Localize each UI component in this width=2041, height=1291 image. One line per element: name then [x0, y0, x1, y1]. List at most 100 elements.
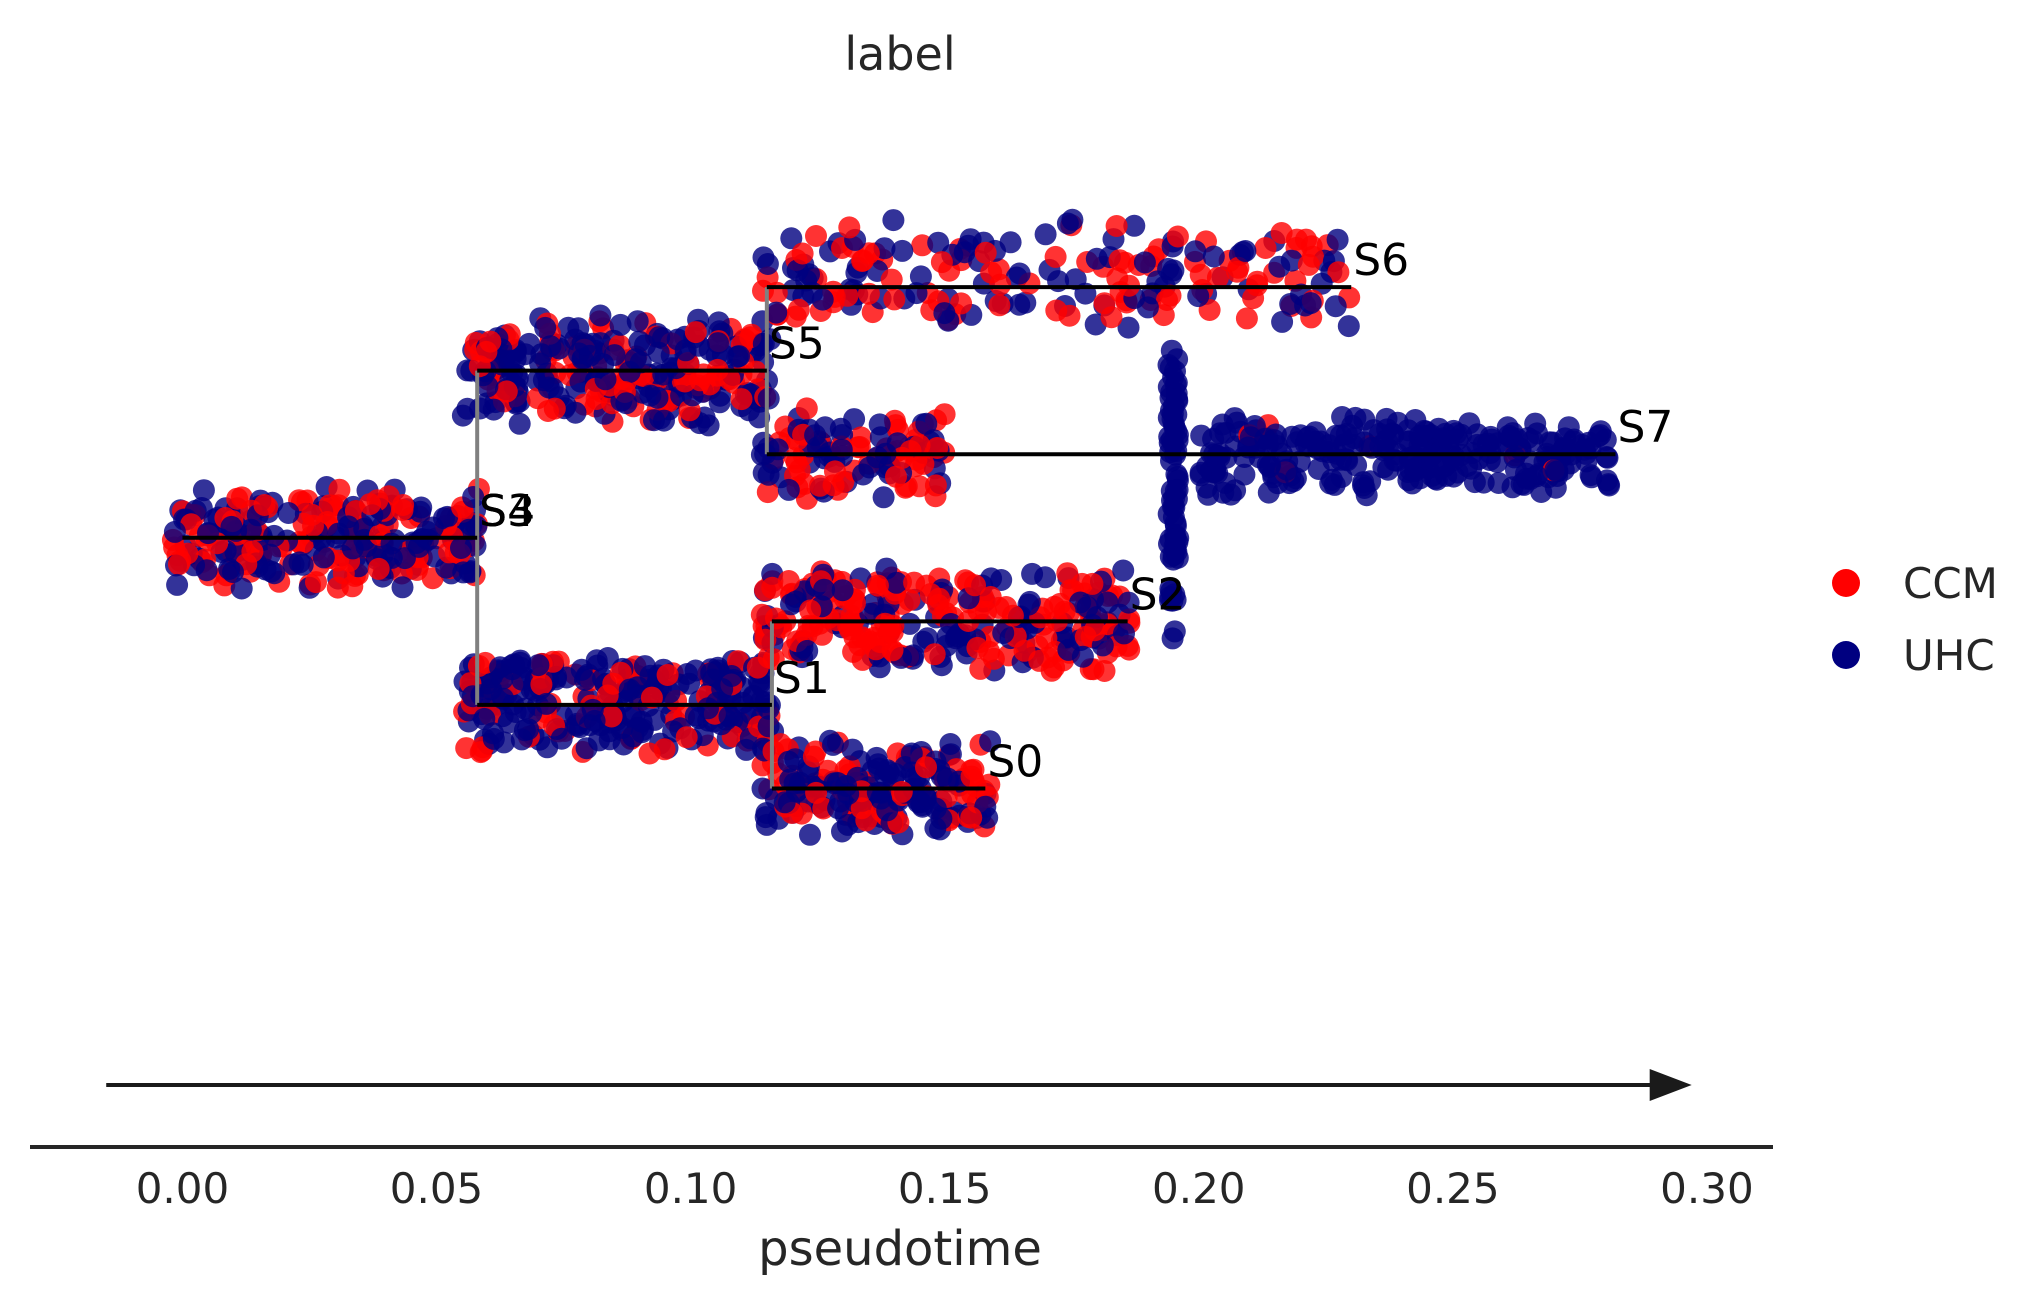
scatter-point — [1525, 465, 1548, 488]
scatter-point — [1285, 228, 1308, 251]
scatter-point — [1162, 506, 1185, 529]
scatter-point — [1254, 237, 1277, 259]
scatter-point — [799, 599, 822, 622]
scatter-point — [1166, 225, 1189, 248]
x-tick-label: 0.25 — [1406, 1164, 1500, 1213]
scatter-point — [1083, 619, 1106, 642]
scatter-point — [912, 452, 935, 475]
scatter-point — [1458, 412, 1481, 435]
scatter-point — [964, 574, 986, 597]
scatter-point — [574, 333, 597, 356]
scatter-point — [924, 474, 947, 497]
x-tick-label: 0.20 — [1152, 1164, 1246, 1213]
scatter-point — [707, 332, 729, 355]
scatter-point — [915, 412, 938, 435]
scatter-point — [992, 622, 1015, 644]
scatter-point — [933, 302, 956, 325]
scatter-point — [367, 557, 390, 580]
scatter-point — [890, 780, 913, 803]
scatter-point — [756, 481, 779, 504]
scatter-point — [813, 578, 836, 601]
scatter-point — [1045, 299, 1068, 322]
scatter-point — [620, 705, 643, 728]
scatter-point — [469, 397, 492, 420]
scatter-point — [857, 242, 880, 265]
scatter-point — [495, 380, 518, 403]
scatter-point — [497, 711, 520, 734]
scatter-point — [795, 397, 818, 420]
scatter-point — [1159, 284, 1182, 307]
scatter-point — [1234, 240, 1257, 262]
scatter-point — [953, 241, 976, 264]
scatter-point — [830, 438, 853, 461]
scatter-point — [777, 478, 800, 501]
scatter-point — [648, 326, 671, 349]
scatter-point — [1043, 595, 1066, 618]
scatter-point — [982, 647, 1005, 670]
scatter-point — [697, 414, 720, 437]
scatter-point — [822, 474, 845, 497]
scatter-point — [1206, 266, 1229, 289]
scatter-point — [866, 574, 889, 597]
scatter-point — [988, 294, 1011, 317]
scatter-point — [908, 434, 931, 457]
scatter-point — [1271, 310, 1294, 333]
scatter-point — [883, 288, 906, 311]
scatter-point — [1596, 446, 1619, 469]
scatter-point — [697, 697, 719, 720]
scatter-point — [1117, 591, 1140, 614]
scatter-point — [451, 404, 474, 427]
scatter-point — [508, 412, 531, 435]
scatter-point — [684, 659, 707, 682]
scatter-point — [192, 479, 215, 502]
scatter-point — [1546, 460, 1568, 483]
scatter-point — [855, 628, 878, 651]
scatter-point — [666, 328, 689, 351]
scatter-point — [726, 345, 749, 368]
scatter-point — [850, 797, 873, 820]
scatter-point — [518, 332, 541, 355]
scatter-point — [643, 409, 665, 432]
scatter-point — [1035, 627, 1058, 650]
scatter-point — [1163, 620, 1186, 643]
scatter-point — [777, 750, 800, 773]
segment-label-s6: S6 — [1353, 235, 1409, 286]
scatter-point — [960, 806, 983, 829]
scatter-point — [838, 216, 861, 239]
legend-marker-uhc — [1832, 641, 1860, 669]
scatter-point — [589, 304, 612, 327]
scatter-point — [473, 707, 496, 730]
scatter-point — [1189, 263, 1212, 286]
scatter-point — [638, 742, 661, 765]
scatter-point — [253, 494, 276, 516]
scatter-point — [675, 726, 698, 749]
scatter-point — [603, 344, 626, 367]
scatter-point — [1071, 645, 1094, 668]
pseudotime-arrow — [106, 1069, 1692, 1101]
scatter-point — [1242, 287, 1265, 310]
scatter-point — [1506, 428, 1529, 450]
scatter-point — [1113, 622, 1135, 645]
scatter-point — [831, 820, 853, 843]
scatter-point — [658, 681, 681, 704]
scatter-point — [226, 487, 249, 510]
trajectory-segments — [182, 285, 1616, 791]
scatter-point — [626, 310, 649, 333]
scatter-point — [1223, 407, 1246, 430]
x-axis: 0.00 0.05 0.10 0.15 0.20 0.25 0.30 — [30, 1145, 1773, 1213]
scatter-point — [692, 363, 715, 386]
scatter-point — [829, 417, 852, 440]
segment-label-s7: S7 — [1617, 402, 1673, 453]
scatter-point — [167, 553, 190, 576]
segment-label-s3: S3 — [479, 486, 535, 537]
legend-label-uhc: UHC — [1903, 631, 1995, 680]
scatter-point — [1284, 467, 1307, 490]
scatter-point — [1166, 389, 1189, 412]
scatter-point — [1202, 245, 1225, 268]
scatter-point — [1112, 559, 1135, 582]
scatter-points — [161, 208, 1621, 846]
x-axis-title: pseudotime — [758, 1221, 1042, 1277]
scatter-point — [230, 577, 253, 600]
scatter-point — [639, 664, 662, 687]
scatter-point — [1034, 223, 1057, 246]
